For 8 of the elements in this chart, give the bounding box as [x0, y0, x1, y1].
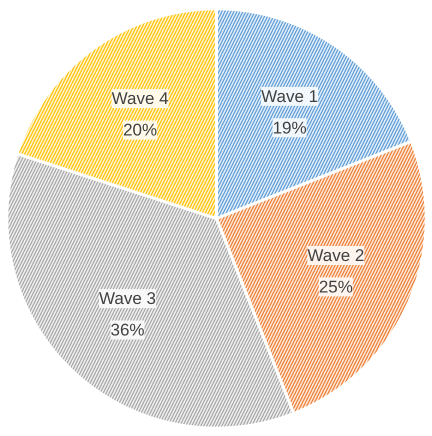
data-label: 36% [110, 320, 145, 340]
data-label: 25% [318, 277, 353, 296]
slice-label: Wave 3 [98, 289, 156, 308]
slice-label: Wave 4 [112, 89, 169, 108]
data-label: 20% [123, 120, 158, 140]
slice-label: Wave 1 [261, 86, 318, 106]
data-label: 19% [272, 118, 307, 138]
slice-label: Wave 2 [307, 246, 364, 265]
